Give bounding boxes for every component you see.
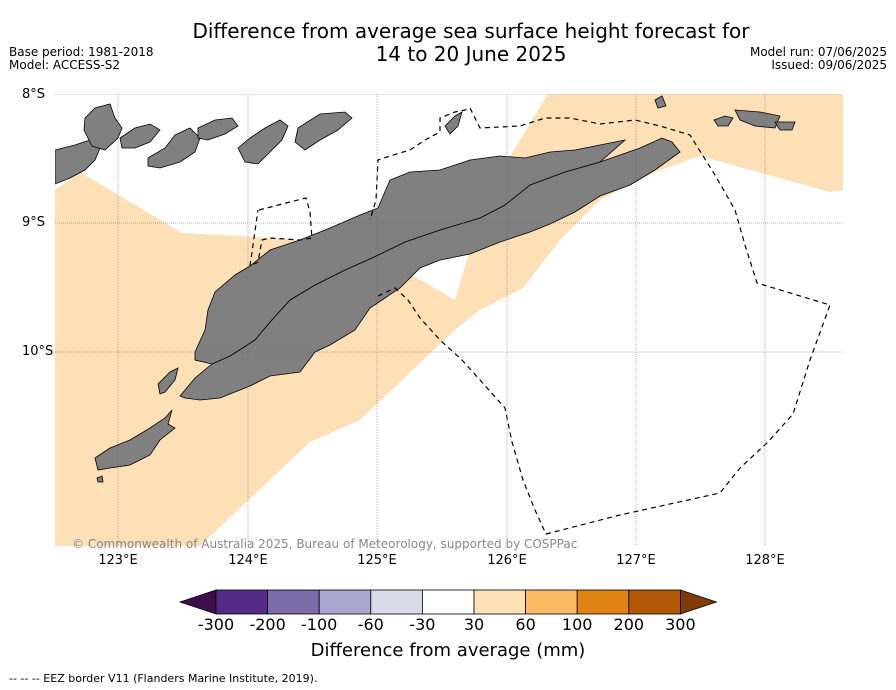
lon-label-128e: 128°E — [745, 553, 785, 568]
map-area — [55, 94, 843, 546]
leti-island — [734, 109, 781, 129]
title-line-1: Difference from average sea surface heig… — [192, 19, 750, 43]
colorbar-arrow-high — [680, 589, 718, 615]
alor-adonara — [83, 103, 123, 151]
solor-island — [119, 123, 161, 149]
model-run: Model run: 07/06/2025 — [749, 45, 887, 59]
base-period: Base period: 1981-2018 — [9, 45, 154, 59]
flores-east — [55, 139, 101, 185]
lon-label-127e: 127°E — [616, 553, 656, 568]
colorbar-tick-label: -100 — [301, 615, 338, 634]
moa-island — [774, 121, 796, 131]
colorbar-tick-label: -60 — [357, 615, 384, 634]
lat-label-10s: 10°S — [22, 344, 54, 359]
colorbar — [178, 589, 718, 615]
colorbar-segment — [628, 589, 681, 615]
issued-date: Issued: 09/06/2025 — [771, 58, 887, 72]
model-name: Model: ACCESS-S2 — [9, 58, 121, 72]
kisar-island — [713, 115, 734, 127]
landmasses — [55, 95, 796, 483]
map-title: Difference from average sea surface heig… — [0, 20, 896, 66]
wetar-west — [237, 119, 289, 165]
gridlines — [55, 94, 843, 546]
colorbar-segment — [318, 589, 372, 615]
lat-label-8s: 8°S — [22, 87, 46, 102]
colorbar-segment — [473, 589, 526, 615]
semau-island — [157, 367, 179, 395]
lon-label-123e: 123°E — [98, 553, 138, 568]
colorbar-tick-label: 200 — [613, 615, 645, 634]
atauro-island — [444, 111, 463, 135]
meta-right: Model run: 07/06/2025 Issued: 09/06/2025 — [750, 46, 887, 72]
colorbar-title: Difference from average (mm) — [310, 640, 586, 661]
colorbar-segment — [215, 589, 268, 615]
pantar-island — [147, 127, 201, 169]
meta-left: Base period: 1981-2018 Model: ACCESS-S2 — [9, 46, 154, 72]
eez-footnote: -- -- -- EEZ border V11 (Flanders Marine… — [9, 672, 318, 685]
colorbar-segment — [576, 589, 630, 615]
rote-island — [94, 409, 176, 471]
colorbar-tick-label: 300 — [665, 615, 696, 634]
anomaly-region-east — [455, 94, 843, 310]
colorbar-segment — [525, 589, 578, 615]
alor-island — [197, 117, 239, 141]
colorbar-tick-label: -300 — [197, 615, 235, 634]
colorbar-tick-label: -200 — [249, 615, 286, 634]
romang-island — [654, 95, 667, 109]
colorbar-tick-label: 100 — [561, 615, 593, 634]
lon-label-124e: 124°E — [228, 553, 268, 568]
eez-border — [249, 107, 831, 535]
colorbar-tick-label: -30 — [409, 615, 436, 634]
colorbar-segment — [421, 589, 475, 615]
wetar-island — [294, 111, 353, 151]
colorbar-tick-label: 30 — [463, 615, 485, 634]
small-islet — [96, 475, 104, 483]
colorbar-segment — [267, 589, 320, 615]
lat-label-9s: 9°S — [22, 215, 46, 230]
lon-label-126e: 126°E — [487, 553, 527, 568]
copyright-note: © Commonwealth of Australia 2025, Bureau… — [72, 537, 578, 551]
timor-highlands — [194, 139, 627, 365]
lon-label-125e: 125°E — [357, 553, 397, 568]
title-line-2: 14 to 20 June 2025 — [375, 42, 567, 66]
colorbar-tick-label: 60 — [515, 615, 536, 634]
colorbar-segment — [370, 589, 423, 615]
colorbar-arrow-low — [178, 589, 217, 615]
